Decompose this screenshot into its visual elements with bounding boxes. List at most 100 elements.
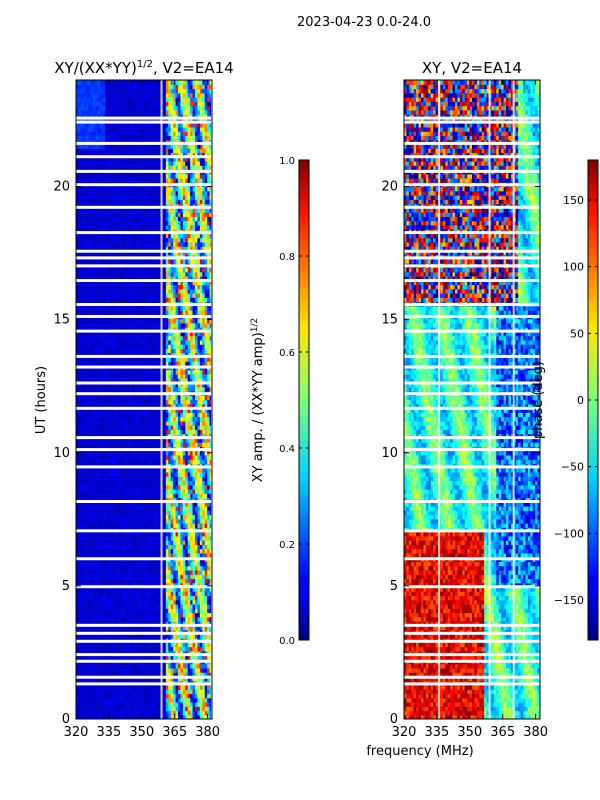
heatmap-cell xyxy=(102,382,106,388)
heatmap-cell xyxy=(80,369,84,375)
heatmap-cell xyxy=(207,523,211,528)
heatmap-cell xyxy=(204,408,208,413)
heatmap-cell xyxy=(173,621,177,626)
heatmap-cell xyxy=(158,633,162,639)
heatmap-cell xyxy=(148,484,152,490)
heatmap-cell xyxy=(185,399,189,405)
heatmap-cell xyxy=(202,706,206,712)
heatmap-cell xyxy=(190,582,194,588)
heatmap-cell xyxy=(78,339,82,345)
heatmap-cell xyxy=(148,561,152,567)
heatmap-cell xyxy=(122,706,126,712)
heatmap-cell xyxy=(197,655,201,660)
heatmap-cell xyxy=(163,582,167,588)
heatmap-cell xyxy=(168,518,172,524)
heatmap-cell xyxy=(192,540,196,545)
heatmap-cell xyxy=(134,578,138,584)
heatmap-cell xyxy=(112,467,116,473)
heatmap-cell xyxy=(163,361,167,367)
heatmap-cell xyxy=(90,497,94,503)
heatmap-cell xyxy=(110,471,114,477)
heatmap-cell xyxy=(168,386,172,392)
heatmap-cell xyxy=(182,420,186,426)
heatmap-cell xyxy=(129,599,133,605)
heatmap-cell xyxy=(207,378,211,384)
heatmap-cell xyxy=(122,450,126,456)
heatmap-cell xyxy=(112,586,116,592)
heatmap-cell xyxy=(88,655,92,660)
heatmap-cell xyxy=(209,488,212,494)
heatmap-cell xyxy=(129,591,133,597)
heatmap-cell xyxy=(127,535,131,541)
heatmap-cell xyxy=(178,710,182,716)
heatmap-cell xyxy=(190,586,194,592)
heatmap-cell xyxy=(146,454,150,460)
heatmap-cell xyxy=(129,454,133,460)
heatmap-cell xyxy=(165,565,169,571)
heatmap-cell xyxy=(192,531,196,537)
heatmap-cell xyxy=(197,442,201,447)
heatmap-cell xyxy=(105,484,109,490)
heatmap-cell xyxy=(110,412,114,418)
heatmap-cell xyxy=(197,672,201,677)
heatmap-cell xyxy=(127,701,131,707)
heatmap-cell xyxy=(134,612,138,618)
heatmap-cell xyxy=(124,399,128,405)
heatmap-cell xyxy=(136,493,140,499)
heatmap-cell xyxy=(83,373,87,379)
heatmap-cell xyxy=(114,663,118,669)
heatmap-cell xyxy=(136,714,140,719)
heatmap-cell xyxy=(119,506,123,511)
heatmap-cell xyxy=(178,535,182,541)
heatmap-cell xyxy=(192,510,196,516)
heatmap-cell xyxy=(119,408,123,413)
heatmap-cell xyxy=(95,339,99,345)
heatmap-cell xyxy=(97,429,101,435)
heatmap-cell xyxy=(83,408,87,413)
heatmap-cell xyxy=(90,518,94,524)
heatmap-cell xyxy=(158,569,162,575)
heatmap-cell xyxy=(207,616,211,622)
heatmap-cell xyxy=(163,599,167,605)
heatmap-cell xyxy=(114,395,118,401)
heatmap-cell xyxy=(129,689,133,695)
heatmap-cell xyxy=(197,689,201,695)
heatmap-cell xyxy=(112,663,116,669)
heatmap-cell xyxy=(195,501,199,507)
heatmap-cell xyxy=(93,701,97,707)
heatmap-cell xyxy=(144,633,148,639)
heatmap-cell xyxy=(122,599,126,605)
heatmap-cell xyxy=(192,348,196,354)
heatmap-cell xyxy=(102,561,106,567)
heatmap-cell xyxy=(117,493,121,499)
heatmap-cell xyxy=(88,616,92,622)
heatmap-cell xyxy=(100,642,104,648)
heatmap-cell xyxy=(131,697,135,703)
heatmap-cell xyxy=(182,548,186,554)
heatmap-cell xyxy=(146,399,150,405)
heatmap-cell xyxy=(80,501,84,507)
heatmap-cell xyxy=(199,625,203,631)
heatmap-cell xyxy=(122,693,126,699)
heatmap-cell xyxy=(168,621,172,626)
heatmap-cell xyxy=(80,714,84,719)
heatmap-cell xyxy=(180,565,184,571)
heatmap-cell xyxy=(124,484,128,490)
heatmap-cell xyxy=(95,625,99,631)
heatmap-cell xyxy=(182,655,186,660)
heatmap-cell xyxy=(209,565,212,571)
heatmap-cell xyxy=(114,633,118,639)
heatmap-cell xyxy=(102,488,106,494)
heatmap-cell xyxy=(209,506,212,511)
heatmap-cell xyxy=(76,437,80,443)
heatmap-cell xyxy=(95,395,99,401)
heatmap-cell xyxy=(209,642,212,648)
heatmap-cell xyxy=(202,569,206,575)
heatmap-cell xyxy=(124,603,128,609)
heatmap-cell xyxy=(85,497,89,503)
heatmap-cell xyxy=(173,535,177,541)
heatmap-cell xyxy=(168,689,172,695)
heatmap-cell xyxy=(95,386,99,392)
heatmap-cell xyxy=(110,518,114,524)
heatmap-cell xyxy=(151,433,155,439)
